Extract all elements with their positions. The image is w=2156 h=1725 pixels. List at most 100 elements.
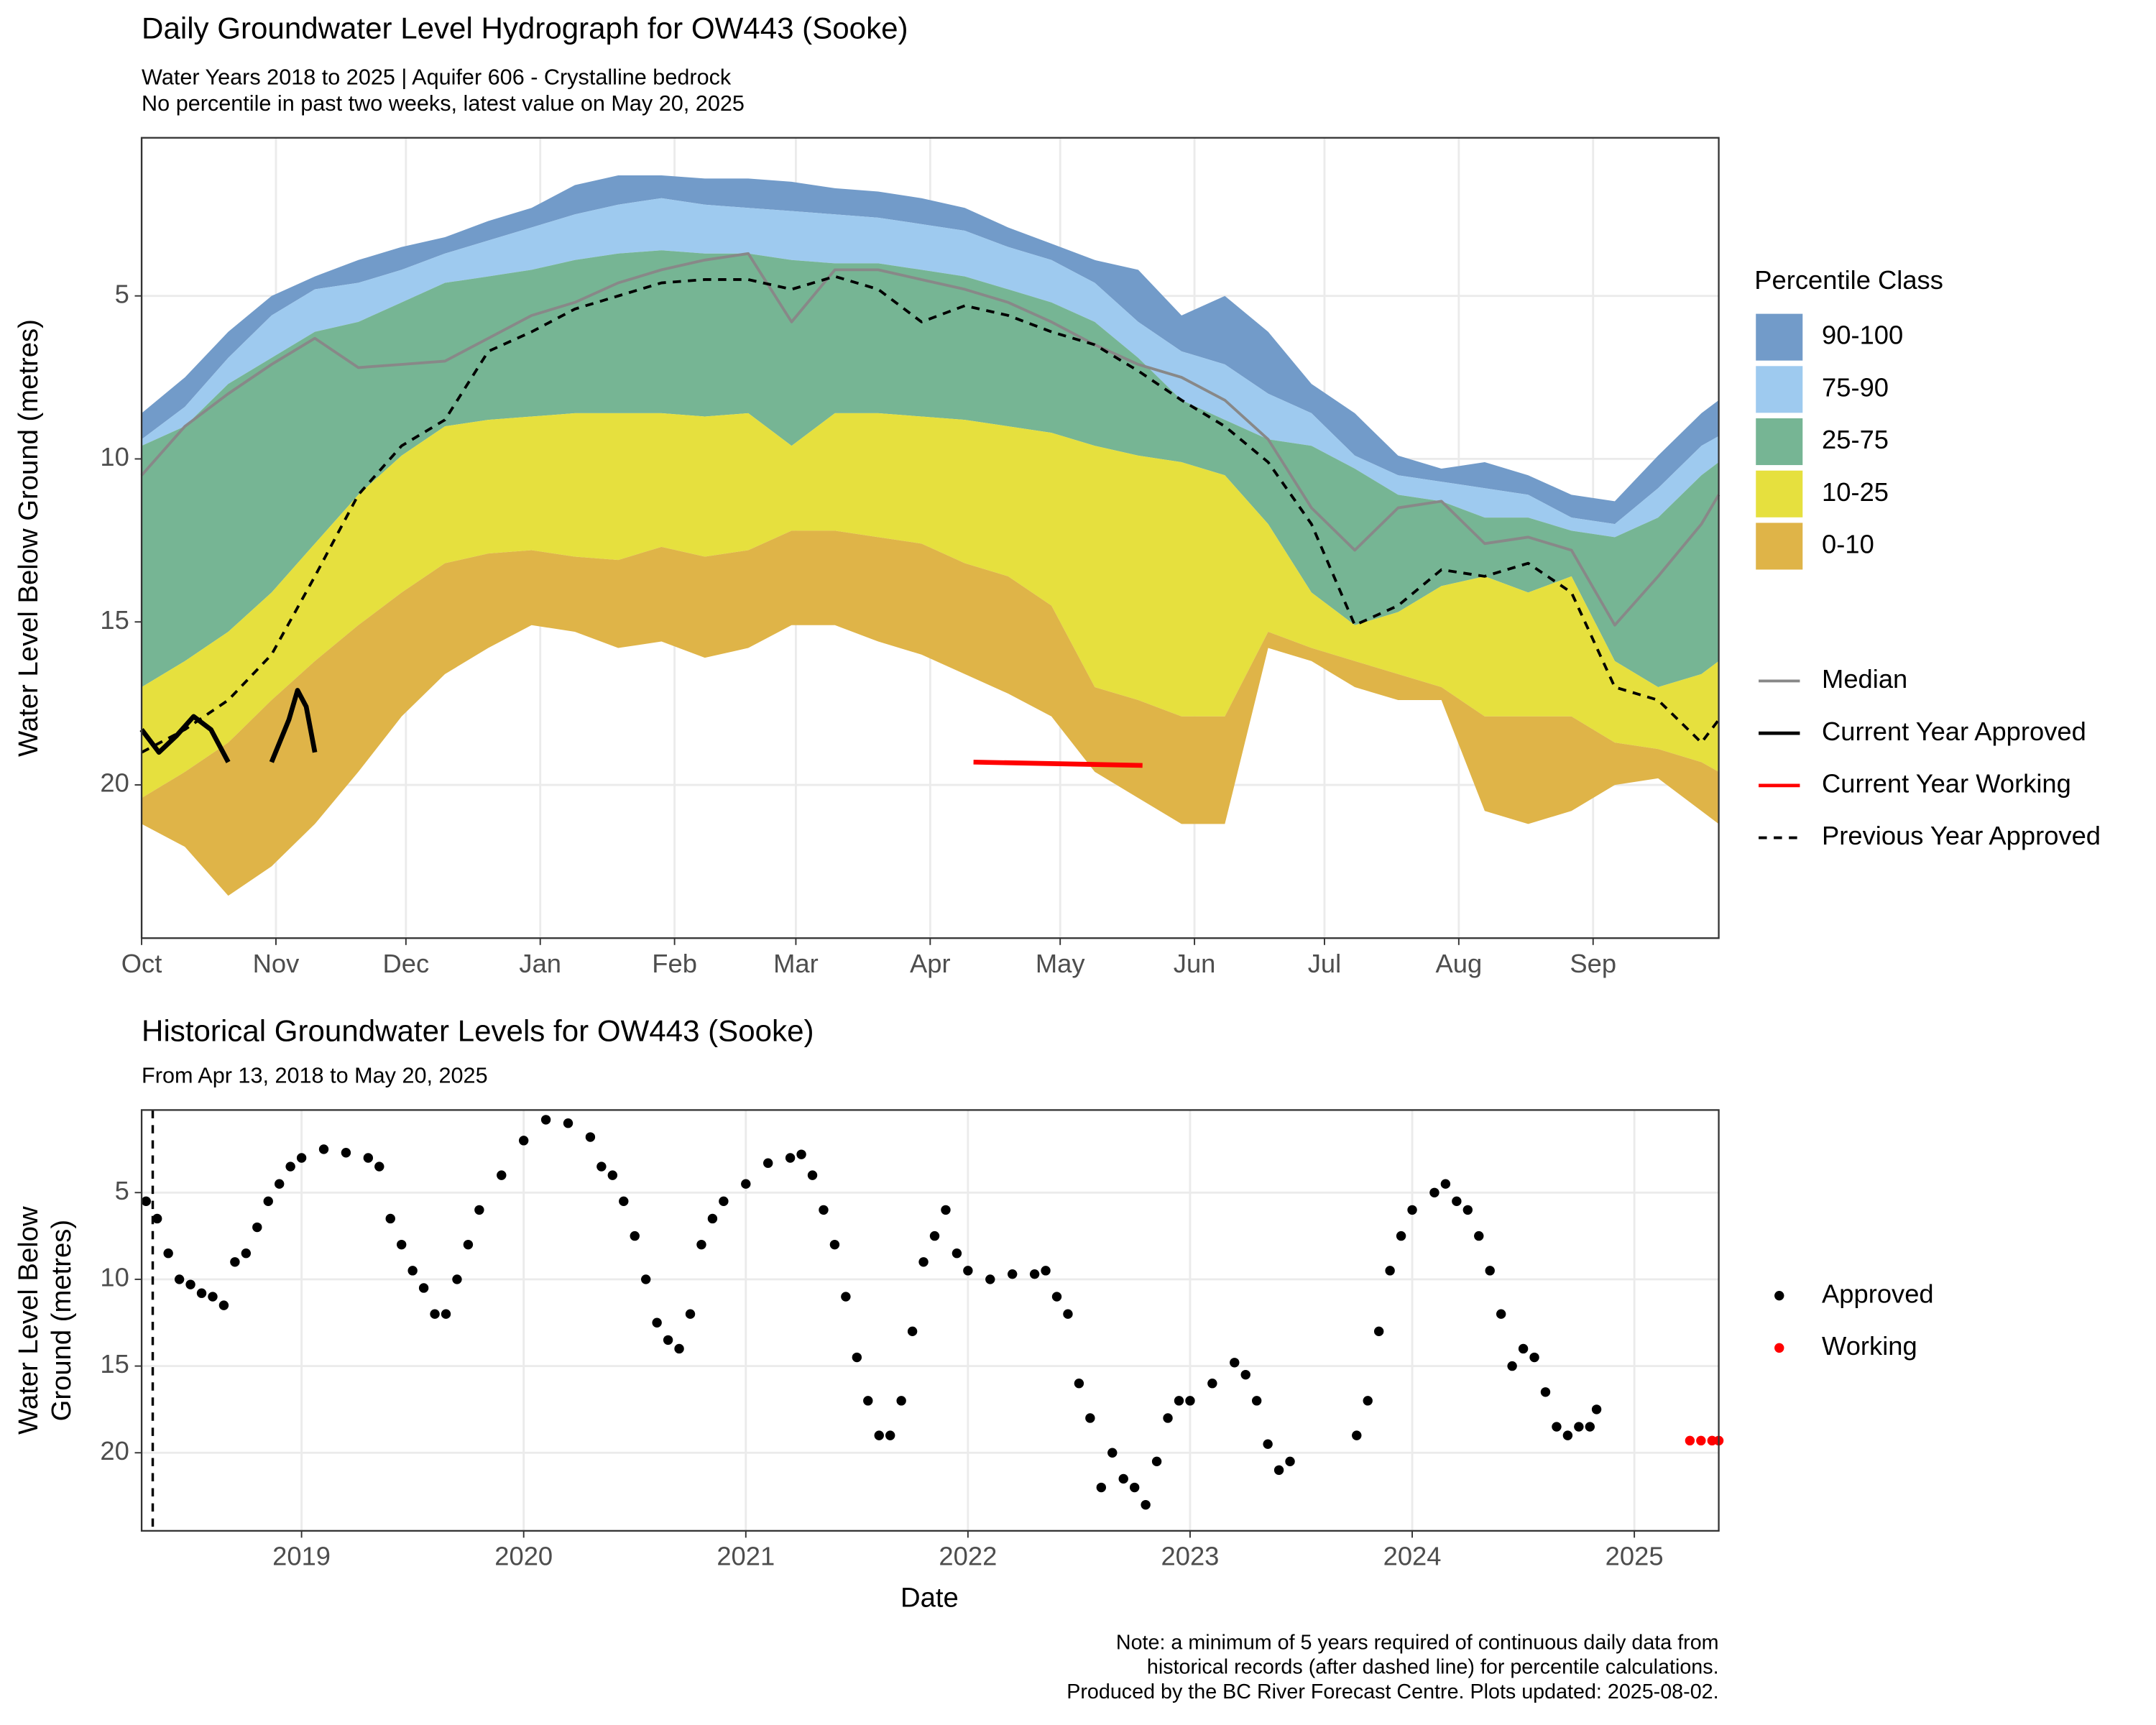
data-point [1462,1205,1473,1215]
legend-swatch [1756,523,1803,570]
data-point [1185,1396,1195,1406]
x-tick-label: 2025 [1606,1542,1664,1571]
data-point [640,1274,651,1284]
data-point [430,1309,440,1319]
data-point [1174,1396,1184,1406]
legend-label: 10-25 [1822,477,1889,507]
plot-area [141,1110,1724,1531]
data-point [341,1148,351,1158]
data-point [407,1266,418,1276]
data-point [1707,1435,1718,1446]
data-point [1263,1439,1273,1449]
y-tick-label: 5 [115,1176,129,1205]
data-point [252,1222,262,1233]
percentile-band [142,530,1719,896]
data-point [1118,1473,1128,1484]
series-line [141,275,1720,754]
data-point [929,1230,940,1241]
data-point [1696,1435,1706,1446]
x-tick-label: Jan [519,949,561,978]
data-point [685,1309,696,1319]
x-tick-label: May [1036,949,1085,978]
data-point [1474,1230,1484,1241]
y-axis-label: Water Level Below Ground (metres) [13,319,44,757]
data-point [1141,1499,1151,1510]
data-point [863,1396,873,1406]
data-point [441,1309,451,1319]
data-point [385,1213,395,1224]
data-point [596,1162,607,1172]
data-point [318,1144,329,1154]
data-point [852,1352,862,1363]
x-tick-label: 2024 [1383,1542,1442,1571]
data-point [785,1153,796,1163]
data-point [1285,1456,1295,1467]
data-point [296,1153,307,1163]
data-point [418,1283,429,1293]
percentile-band [142,250,1719,688]
y-axis-label: Water Level Below [13,1206,44,1435]
data-point [1007,1269,1018,1279]
percentile-band [142,198,1719,538]
data-point [1129,1482,1140,1493]
data-point [1373,1326,1384,1337]
data-point [841,1292,851,1302]
x-tick-label: Jul [1308,949,1341,978]
data-point [1407,1205,1417,1215]
data-point [1552,1422,1562,1432]
panel-border [140,137,1720,939]
legend-label: Current Year Working [1822,768,2071,798]
legend-label: 25-75 [1822,425,1889,454]
data-point [963,1266,973,1276]
data-point [607,1170,618,1180]
x-tick-label: 2021 [717,1542,775,1571]
data-point [952,1248,962,1259]
data-point [1562,1430,1573,1440]
data-point [652,1317,662,1328]
panel [142,1110,1719,1531]
legend-label: Current Year Approved [1822,717,2086,746]
data-point [563,1118,573,1128]
data-point [230,1257,240,1267]
x-tick-label: Oct [121,949,162,978]
series-line [139,688,318,763]
data-point [1029,1269,1040,1279]
panel-border [140,1109,1720,1532]
data-point [1507,1361,1517,1371]
note: historical records (after dashed line) f… [1147,1656,1719,1679]
data-point [674,1343,684,1354]
data-point [985,1274,995,1284]
note: Produced by the BC River Forecast Centre… [1067,1680,1718,1703]
data-point [819,1205,829,1215]
data-point [1074,1379,1084,1389]
legend-label: 75-90 [1822,372,1889,402]
data-point [1096,1482,1107,1493]
data-point [163,1248,173,1259]
data-point [1151,1456,1162,1467]
data-point [707,1213,718,1224]
data-point [1041,1266,1051,1276]
data-point [1452,1196,1462,1207]
data-point [663,1335,673,1346]
chart-title: Historical Groundwater Levels for OW443 … [142,1013,814,1047]
legend-label: Previous Year Approved [1822,821,2101,850]
y-tick-label: 15 [100,605,129,635]
data-point [1496,1309,1506,1319]
data-point [1107,1448,1118,1458]
legend-swatch [1756,418,1803,466]
y-tick-label: 5 [115,279,129,308]
y-tick-label: 15 [100,1349,129,1379]
data-point [696,1239,706,1250]
data-point [285,1162,295,1172]
data-point [796,1149,806,1159]
legend-swatch [1756,313,1803,361]
note: Note: a minimum of 5 years required of c… [1116,1631,1719,1654]
data-point [241,1248,252,1259]
x-tick-label: 2020 [494,1542,553,1571]
data-point [719,1196,729,1207]
data-point [540,1115,551,1125]
x-tick-label: 2022 [939,1542,997,1571]
data-point [275,1179,285,1189]
data-point [619,1196,629,1207]
legend-swatch [1756,366,1803,413]
